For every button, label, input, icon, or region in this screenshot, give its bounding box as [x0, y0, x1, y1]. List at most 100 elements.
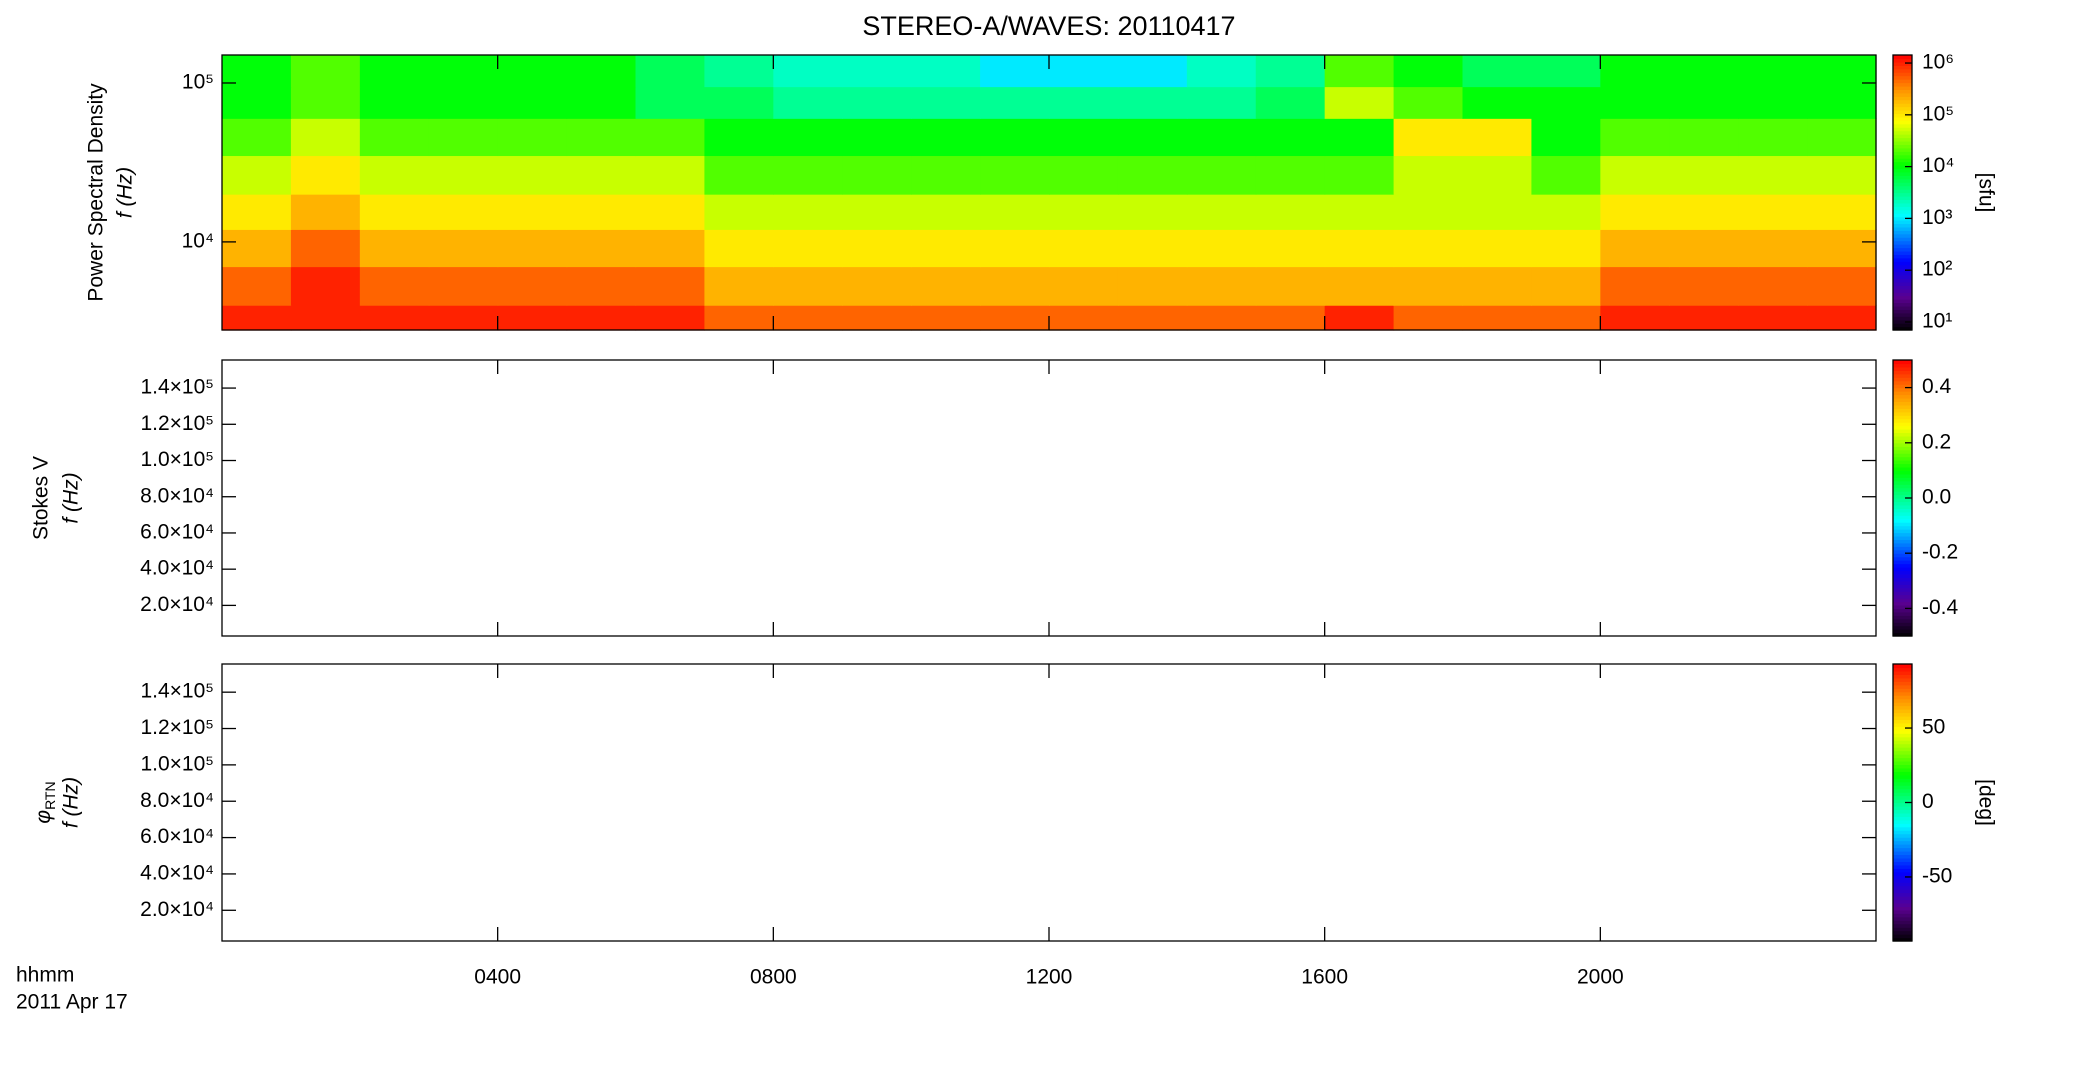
heatmap-cell	[1186, 55, 1257, 88]
colorbar-swatch	[1893, 733, 1912, 738]
heatmap-cell	[1117, 229, 1188, 268]
colorbar-swatch	[1893, 927, 1912, 932]
x-axis-label: hhmm	[16, 964, 74, 987]
colorbar-swatch	[1893, 567, 1912, 572]
heatmap-cell	[842, 86, 912, 119]
heatmap-cell	[1117, 266, 1188, 306]
heatmap-cell	[1462, 305, 1533, 331]
heatmap-cell	[222, 229, 292, 268]
heatmap-cell	[1255, 305, 1326, 331]
heatmap-cell	[911, 194, 981, 230]
colorbar-swatch	[1893, 871, 1912, 876]
heatmap-cell	[497, 86, 568, 119]
colorbar-swatch	[1893, 535, 1912, 540]
heatmap-cell	[222, 118, 292, 157]
colorbar-swatch	[1893, 774, 1912, 779]
colorbar-swatch	[1893, 72, 1912, 77]
heatmap-cell	[911, 155, 981, 195]
colorbar-swatch	[1893, 878, 1912, 883]
heatmap-cell	[1393, 305, 1464, 331]
colorbar-swatch	[1893, 305, 1912, 310]
colorbar-swatch	[1893, 96, 1912, 101]
heatmap-cell	[842, 194, 912, 230]
colorbar-swatch	[1893, 199, 1912, 204]
colorbar-swatch	[1893, 480, 1912, 485]
colorbar-swatch	[1893, 75, 1912, 80]
colorbar-swatch	[1893, 209, 1912, 214]
colorbar-swatch	[1893, 158, 1912, 163]
colorbar-swatch	[1893, 473, 1912, 478]
heatmap-cell	[1669, 266, 1739, 306]
colorbar-swatch	[1893, 233, 1912, 238]
heatmap-cell	[1186, 305, 1257, 331]
colorbar-swatch	[1893, 618, 1912, 623]
heatmap-cell	[290, 229, 361, 268]
heatmap-cell	[1049, 118, 1119, 157]
colorbar-swatch	[1893, 591, 1912, 596]
heatmap-cell	[773, 55, 843, 88]
heatmap-cell	[1324, 194, 1395, 230]
heatmap-cell	[1531, 266, 1601, 306]
heatmap-cell	[1600, 155, 1670, 195]
colorbar-swatch	[1893, 767, 1912, 772]
colorbar-swatch	[1893, 539, 1912, 544]
colorbar-swatch	[1893, 216, 1912, 221]
heatmap-cell	[290, 194, 361, 230]
heatmap-cell	[1531, 229, 1601, 268]
y-tick-label: 2.0×10⁴	[140, 593, 214, 616]
colorbar-swatch	[1893, 747, 1912, 752]
heatmap-cell	[1117, 55, 1188, 88]
colorbar-swatch	[1893, 285, 1912, 290]
colorbar-swatch	[1893, 830, 1912, 835]
y-axis-unit-label: f (Hz)	[60, 472, 83, 523]
y-tick-label: 6.0×10⁴	[140, 520, 214, 543]
heatmap-cell	[1807, 86, 1877, 119]
heatmap-cell	[359, 305, 430, 331]
heatmap-cell	[980, 305, 1050, 331]
colorbar-swatch	[1893, 192, 1912, 197]
y-tick-label: 1.4×10⁵	[140, 376, 214, 399]
colorbar-tick-label: 10²	[1922, 258, 1952, 281]
colorbar-swatch	[1893, 397, 1912, 402]
colorbar-swatch	[1893, 418, 1912, 423]
colorbar-swatch	[1893, 698, 1912, 703]
colorbar-swatch	[1893, 923, 1912, 928]
colorbar-swatch	[1893, 384, 1912, 389]
heatmap-cell	[773, 86, 843, 119]
colorbar-swatch	[1893, 670, 1912, 675]
heatmap-cell	[635, 118, 706, 157]
plot-frame	[221, 359, 1877, 637]
colorbar-swatch	[1893, 906, 1912, 911]
colorbar-swatch	[1893, 573, 1912, 578]
heatmap-cell	[1669, 55, 1739, 88]
heatmap-cell	[1738, 118, 1808, 157]
heatmap-cell	[980, 118, 1050, 157]
heatmap-cell	[911, 55, 981, 88]
heatmap-cell	[1049, 86, 1119, 119]
colorbar-swatch	[1893, 275, 1912, 280]
heatmap-cell	[1807, 55, 1877, 88]
colorbar-tick-label: 10⁴	[1922, 154, 1954, 177]
colorbar-swatch	[1893, 913, 1912, 918]
colorbar-swatch	[1893, 899, 1912, 904]
heatmap-cell	[1324, 266, 1395, 306]
heatmap-cell	[1738, 55, 1808, 88]
colorbar-swatch	[1893, 165, 1912, 170]
heatmap-cell	[1255, 55, 1326, 88]
colorbar-swatch	[1893, 137, 1912, 142]
heatmap-cell	[1393, 86, 1464, 119]
heatmap-cell	[842, 266, 912, 306]
x-tick-label: 1200	[1026, 966, 1073, 989]
y-axis-label-symbol: φ	[32, 810, 55, 824]
colorbar-swatch	[1893, 511, 1912, 516]
x-tick-label: 0400	[474, 966, 521, 989]
heatmap-cell	[1049, 155, 1119, 195]
heatmap-cell	[1186, 155, 1257, 195]
heatmap-cell	[1807, 266, 1877, 306]
colorbar-swatch	[1893, 429, 1912, 434]
colorbar-swatch	[1893, 79, 1912, 84]
heatmap-cell	[911, 266, 981, 306]
colorbar-swatch	[1893, 202, 1912, 207]
colorbar-swatch	[1893, 532, 1912, 537]
y-tick-label: 4.0×10⁴	[140, 861, 214, 884]
